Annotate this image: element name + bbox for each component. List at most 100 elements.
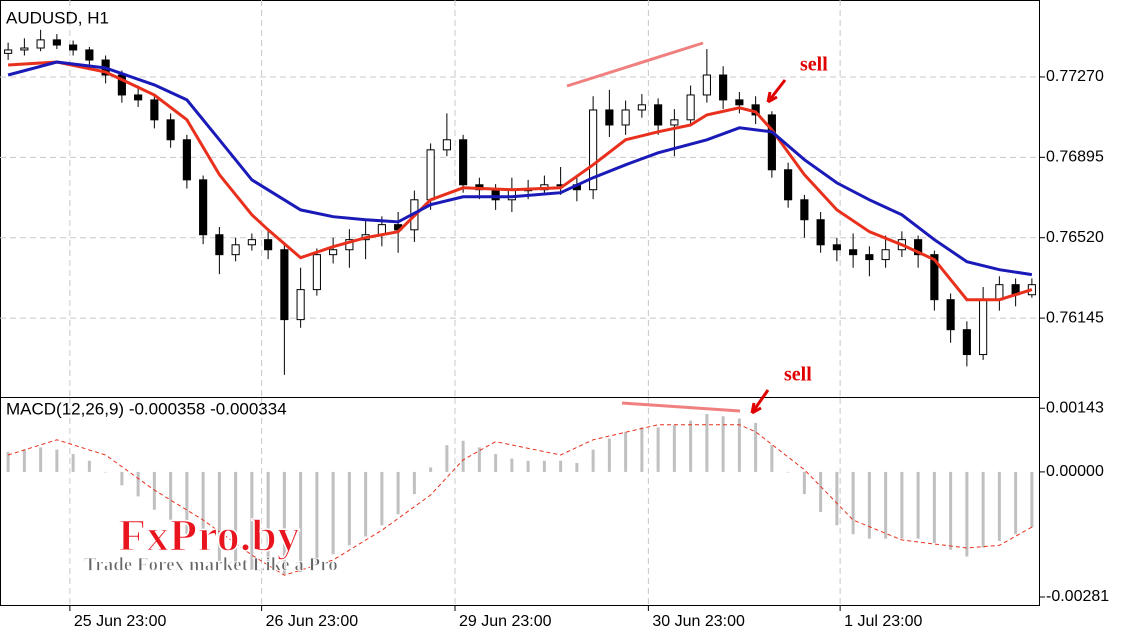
candle-body — [849, 249, 858, 256]
x-tick-label: 29 Jun 23:00 — [459, 613, 552, 630]
arrow — [766, 79, 787, 104]
signal-line — [7, 424, 1033, 576]
histogram-bar — [364, 471, 368, 537]
candle-body — [264, 239, 273, 251]
histogram-bar — [315, 471, 319, 564]
x-tick-label: 1 Jul 23:00 — [844, 613, 922, 630]
annotation: sell — [784, 364, 812, 386]
histogram-bar — [396, 471, 400, 515]
x-tick-label: 30 Jun 23:00 — [652, 613, 745, 630]
histogram-bar — [477, 447, 481, 472]
histogram-bar — [461, 440, 465, 472]
histogram-bar — [900, 471, 904, 539]
candle-body — [52, 39, 61, 46]
histogram-bar — [282, 471, 286, 575]
y-tick-label: 0.00143 — [1046, 399, 1104, 416]
marks-layer — [4, 29, 1036, 576]
histogram-bar — [656, 427, 660, 472]
histogram-bar — [932, 471, 936, 544]
candle-body — [134, 94, 143, 101]
histogram-bar — [39, 447, 43, 472]
histogram-bar — [185, 471, 189, 535]
histogram-bar — [754, 422, 758, 472]
candle-body — [767, 114, 776, 171]
candle-body — [735, 99, 744, 106]
histogram-bar — [299, 471, 303, 573]
histogram-bar — [640, 427, 644, 472]
histogram-bar — [250, 471, 254, 570]
histogram-bar — [510, 458, 514, 472]
candle-body — [199, 179, 208, 236]
histogram-bar — [705, 414, 709, 472]
candle-body — [946, 299, 955, 331]
candle-body — [329, 249, 338, 256]
candle-body — [589, 109, 598, 191]
trend-line — [566, 41, 704, 88]
indicator-title: MACD(12,26,9) -0.000358 -0.000334 — [6, 399, 287, 418]
trend-line — [621, 401, 741, 413]
x-tick-label: 25 Jun 23:00 — [74, 613, 167, 630]
x-tick-label: 26 Jun 23:00 — [266, 613, 359, 630]
candle-body — [816, 219, 825, 246]
histogram-bar — [152, 471, 156, 510]
histogram-bar — [104, 471, 108, 473]
candle-body — [166, 119, 175, 141]
histogram-bar — [412, 471, 416, 495]
candle-body — [296, 289, 305, 321]
candle-body — [231, 244, 240, 256]
histogram-bar — [1014, 471, 1018, 535]
candle-body — [832, 244, 841, 251]
histogram-bar — [429, 467, 433, 472]
histogram-bar — [136, 471, 140, 497]
histogram-bar — [55, 449, 59, 472]
candle-body — [85, 49, 94, 61]
histogram-bar — [234, 471, 238, 568]
arrow — [750, 389, 770, 415]
candle-body — [621, 109, 630, 126]
candle-body — [605, 109, 614, 126]
histogram-bar — [494, 454, 498, 472]
candle-body — [4, 49, 13, 54]
candle-body — [800, 199, 809, 221]
histogram-bar — [770, 445, 774, 472]
y-tick-label: -0.00281 — [1046, 588, 1109, 605]
candle-body — [69, 44, 78, 51]
histogram-bar — [217, 471, 221, 561]
candle-body — [247, 239, 256, 246]
histogram-bar — [997, 471, 1001, 541]
histogram-bar — [347, 471, 351, 546]
histogram-bar — [591, 449, 595, 472]
candle-body — [962, 329, 971, 356]
histogram-bar — [916, 471, 920, 539]
histogram-bar — [22, 449, 26, 472]
candle-body — [20, 47, 29, 51]
candle-body — [215, 234, 224, 256]
watermark: FxPro.by — [118, 510, 300, 561]
y-tick-label: 0.00000 — [1046, 463, 1104, 480]
candle-body — [930, 254, 939, 301]
candle-body — [979, 299, 988, 356]
histogram-bar — [819, 471, 823, 512]
histogram-bar — [721, 416, 725, 472]
histogram-bar — [624, 431, 628, 472]
candle-body — [36, 39, 45, 49]
candle-body — [312, 254, 321, 291]
histogram-bar — [169, 471, 173, 521]
candle-body — [686, 94, 695, 121]
candle-body — [637, 104, 646, 111]
histogram-bar — [120, 471, 124, 486]
candle-body — [182, 139, 191, 181]
candle-body — [442, 139, 451, 151]
candle-body — [914, 239, 923, 256]
candle-body — [670, 119, 679, 126]
candle-body — [459, 139, 468, 186]
y-tick-label: 0.77270 — [1046, 68, 1104, 85]
histogram-bar — [867, 471, 871, 539]
histogram-bar — [689, 420, 693, 472]
candle-body — [150, 99, 159, 121]
candle-body — [702, 74, 711, 96]
histogram-bar — [851, 471, 855, 535]
histogram-bar — [1030, 471, 1034, 528]
chart-title: AUDUSD, H1 — [6, 8, 109, 27]
